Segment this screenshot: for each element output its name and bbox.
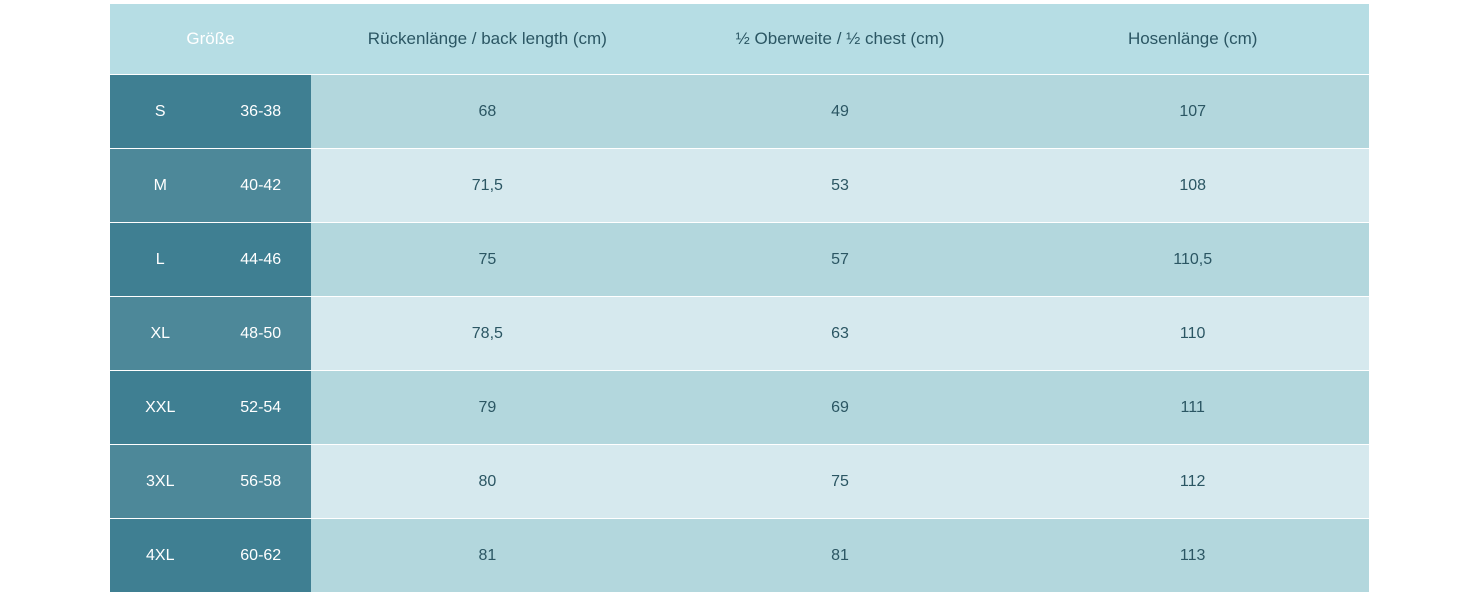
data-cell: 75 — [311, 223, 664, 296]
data-cell: 75 — [664, 445, 1017, 518]
data-cell: 107 — [1016, 75, 1369, 148]
size-range: 56-58 — [211, 473, 312, 491]
table-row: XL48-5078,563110 — [110, 296, 1369, 370]
size-label: XXL — [110, 399, 211, 417]
size-range: 48-50 — [211, 325, 312, 343]
table-row: 4XL60-628181113 — [110, 518, 1369, 592]
size-range: 52-54 — [211, 399, 312, 417]
size-label: L — [110, 251, 211, 269]
table-header-row: Größe Rückenlänge / back length (cm) ½ O… — [110, 4, 1369, 74]
table-row: 3XL56-588075112 — [110, 444, 1369, 518]
data-cell: 112 — [1016, 445, 1369, 518]
data-cell: 111 — [1016, 371, 1369, 444]
data-cell: 78,5 — [311, 297, 664, 370]
data-cell: 68 — [311, 75, 664, 148]
data-cell: 110 — [1016, 297, 1369, 370]
data-cell: 49 — [664, 75, 1017, 148]
size-cell: 3XL56-58 — [110, 445, 311, 518]
size-label: 3XL — [110, 473, 211, 491]
data-cell: 81 — [664, 519, 1017, 592]
data-cell: 63 — [664, 297, 1017, 370]
table-row: XXL52-547969111 — [110, 370, 1369, 444]
size-range: 40-42 — [211, 177, 312, 195]
column-header-back-length: Rückenlänge / back length (cm) — [311, 29, 664, 49]
column-header-size: Größe — [110, 29, 311, 49]
data-cell: 57 — [664, 223, 1017, 296]
size-table: Größe Rückenlänge / back length (cm) ½ O… — [110, 4, 1369, 592]
data-cell: 69 — [664, 371, 1017, 444]
size-range: 36-38 — [211, 103, 312, 121]
table-row: L44-467557110,5 — [110, 222, 1369, 296]
size-cell: XL48-50 — [110, 297, 311, 370]
data-cell: 80 — [311, 445, 664, 518]
data-cell: 79 — [311, 371, 664, 444]
data-cell: 108 — [1016, 149, 1369, 222]
column-header-hosenlaenge: Hosenlänge (cm) — [1016, 29, 1369, 49]
table-row: M40-4271,553108 — [110, 148, 1369, 222]
size-label: S — [110, 103, 211, 121]
data-cell: 113 — [1016, 519, 1369, 592]
size-cell: S36-38 — [110, 75, 311, 148]
size-cell: M40-42 — [110, 149, 311, 222]
data-cell: 71,5 — [311, 149, 664, 222]
data-cell: 81 — [311, 519, 664, 592]
size-range: 60-62 — [211, 547, 312, 565]
data-cell: 110,5 — [1016, 223, 1369, 296]
data-cell: 53 — [664, 149, 1017, 222]
size-label: 4XL — [110, 547, 211, 565]
size-range: 44-46 — [211, 251, 312, 269]
column-header-chest: ½ Oberweite / ½ chest (cm) — [664, 29, 1017, 49]
size-cell: 4XL60-62 — [110, 519, 311, 592]
size-label: XL — [110, 325, 211, 343]
size-label: M — [110, 177, 211, 195]
size-cell: L44-46 — [110, 223, 311, 296]
size-cell: XXL52-54 — [110, 371, 311, 444]
table-row: S36-386849107 — [110, 74, 1369, 148]
